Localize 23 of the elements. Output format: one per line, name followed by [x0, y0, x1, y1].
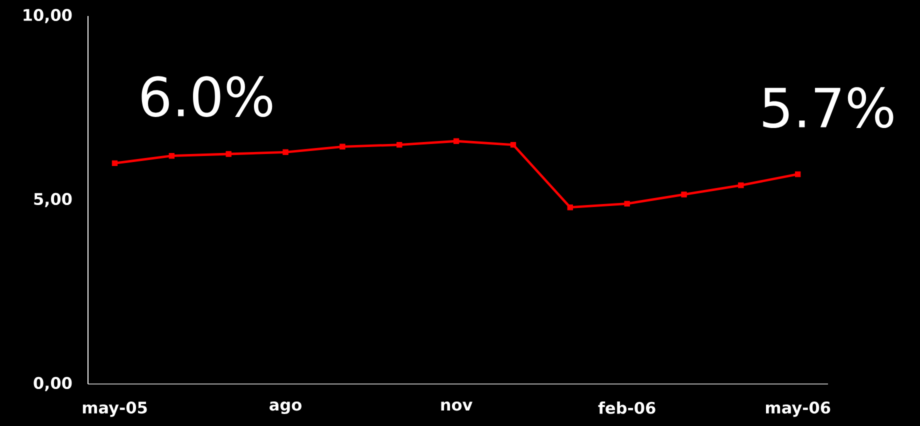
point — [340, 144, 346, 150]
point — [567, 204, 573, 210]
point — [112, 160, 118, 166]
x-tick-label: ago — [270, 402, 302, 414]
point — [453, 138, 460, 144]
point — [738, 182, 744, 188]
y-tick-label: 0,00 — [34, 376, 72, 392]
point — [510, 142, 516, 148]
point — [681, 192, 687, 198]
point — [168, 152, 175, 159]
annotation: 5.7% — [763, 87, 894, 128]
x-tick-label: feb-06 — [598, 402, 656, 414]
point — [282, 149, 288, 156]
y-tick-label: 5,00 — [34, 192, 72, 208]
point — [794, 171, 801, 178]
point — [226, 151, 232, 157]
annotation: 6.0% — [142, 76, 272, 117]
y-tick-label: 10,00 — [24, 8, 72, 24]
x-tick-label: may-05 — [82, 402, 147, 417]
point — [396, 142, 402, 148]
point — [624, 200, 630, 207]
x-tick-label: nov — [441, 402, 472, 411]
x-tick-label: may-06 — [766, 402, 830, 417]
